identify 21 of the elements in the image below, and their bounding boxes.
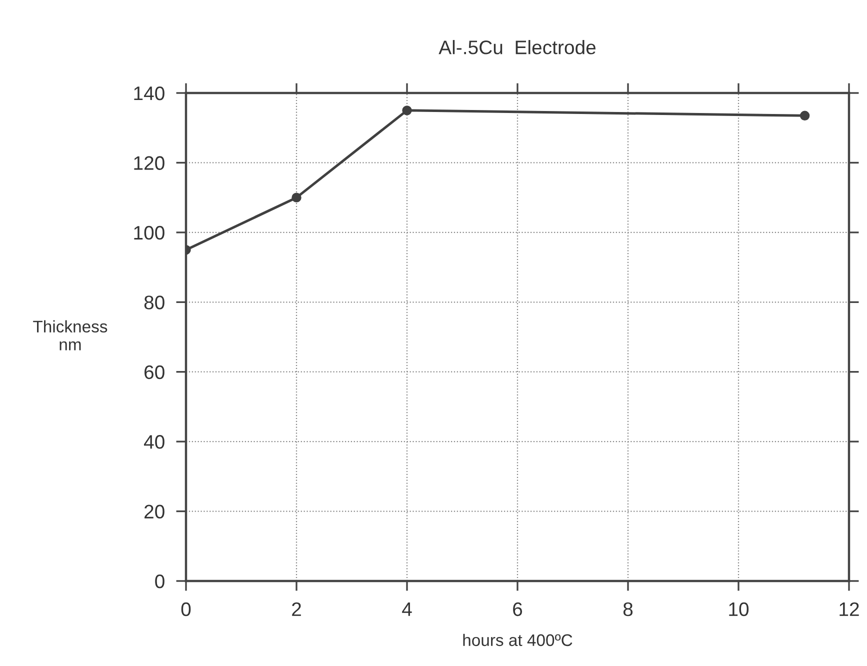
- y-axis-title: Thickness nm: [33, 320, 108, 350]
- y-tick-label: 60: [144, 365, 164, 380]
- x-tick-label: 8: [623, 602, 633, 616]
- x-axis-title: hours at 400ºC: [463, 634, 572, 646]
- y-tick-label: 80: [144, 296, 164, 310]
- point: [800, 110, 810, 121]
- point: [402, 106, 412, 116]
- y-tick-label: 20: [144, 504, 164, 519]
- y-tick-label: 120: [134, 156, 164, 170]
- point: [292, 192, 302, 202]
- y-tick-label: 140: [134, 86, 164, 100]
- x-tick-label: 4: [402, 602, 412, 616]
- y-tick-label: 100: [134, 226, 164, 240]
- x-tick-label: 12: [840, 602, 859, 616]
- chart-title: Al-.5Cu Electrode: [438, 40, 596, 54]
- x-tick-label: 10: [729, 602, 749, 616]
- y-tick-label: 40: [144, 435, 164, 449]
- y-tick-label: 0: [155, 574, 164, 588]
- x-tick-label: 6: [513, 602, 522, 616]
- x-tick-label: 0: [181, 602, 191, 616]
- x-tick-label: 2: [292, 602, 301, 616]
